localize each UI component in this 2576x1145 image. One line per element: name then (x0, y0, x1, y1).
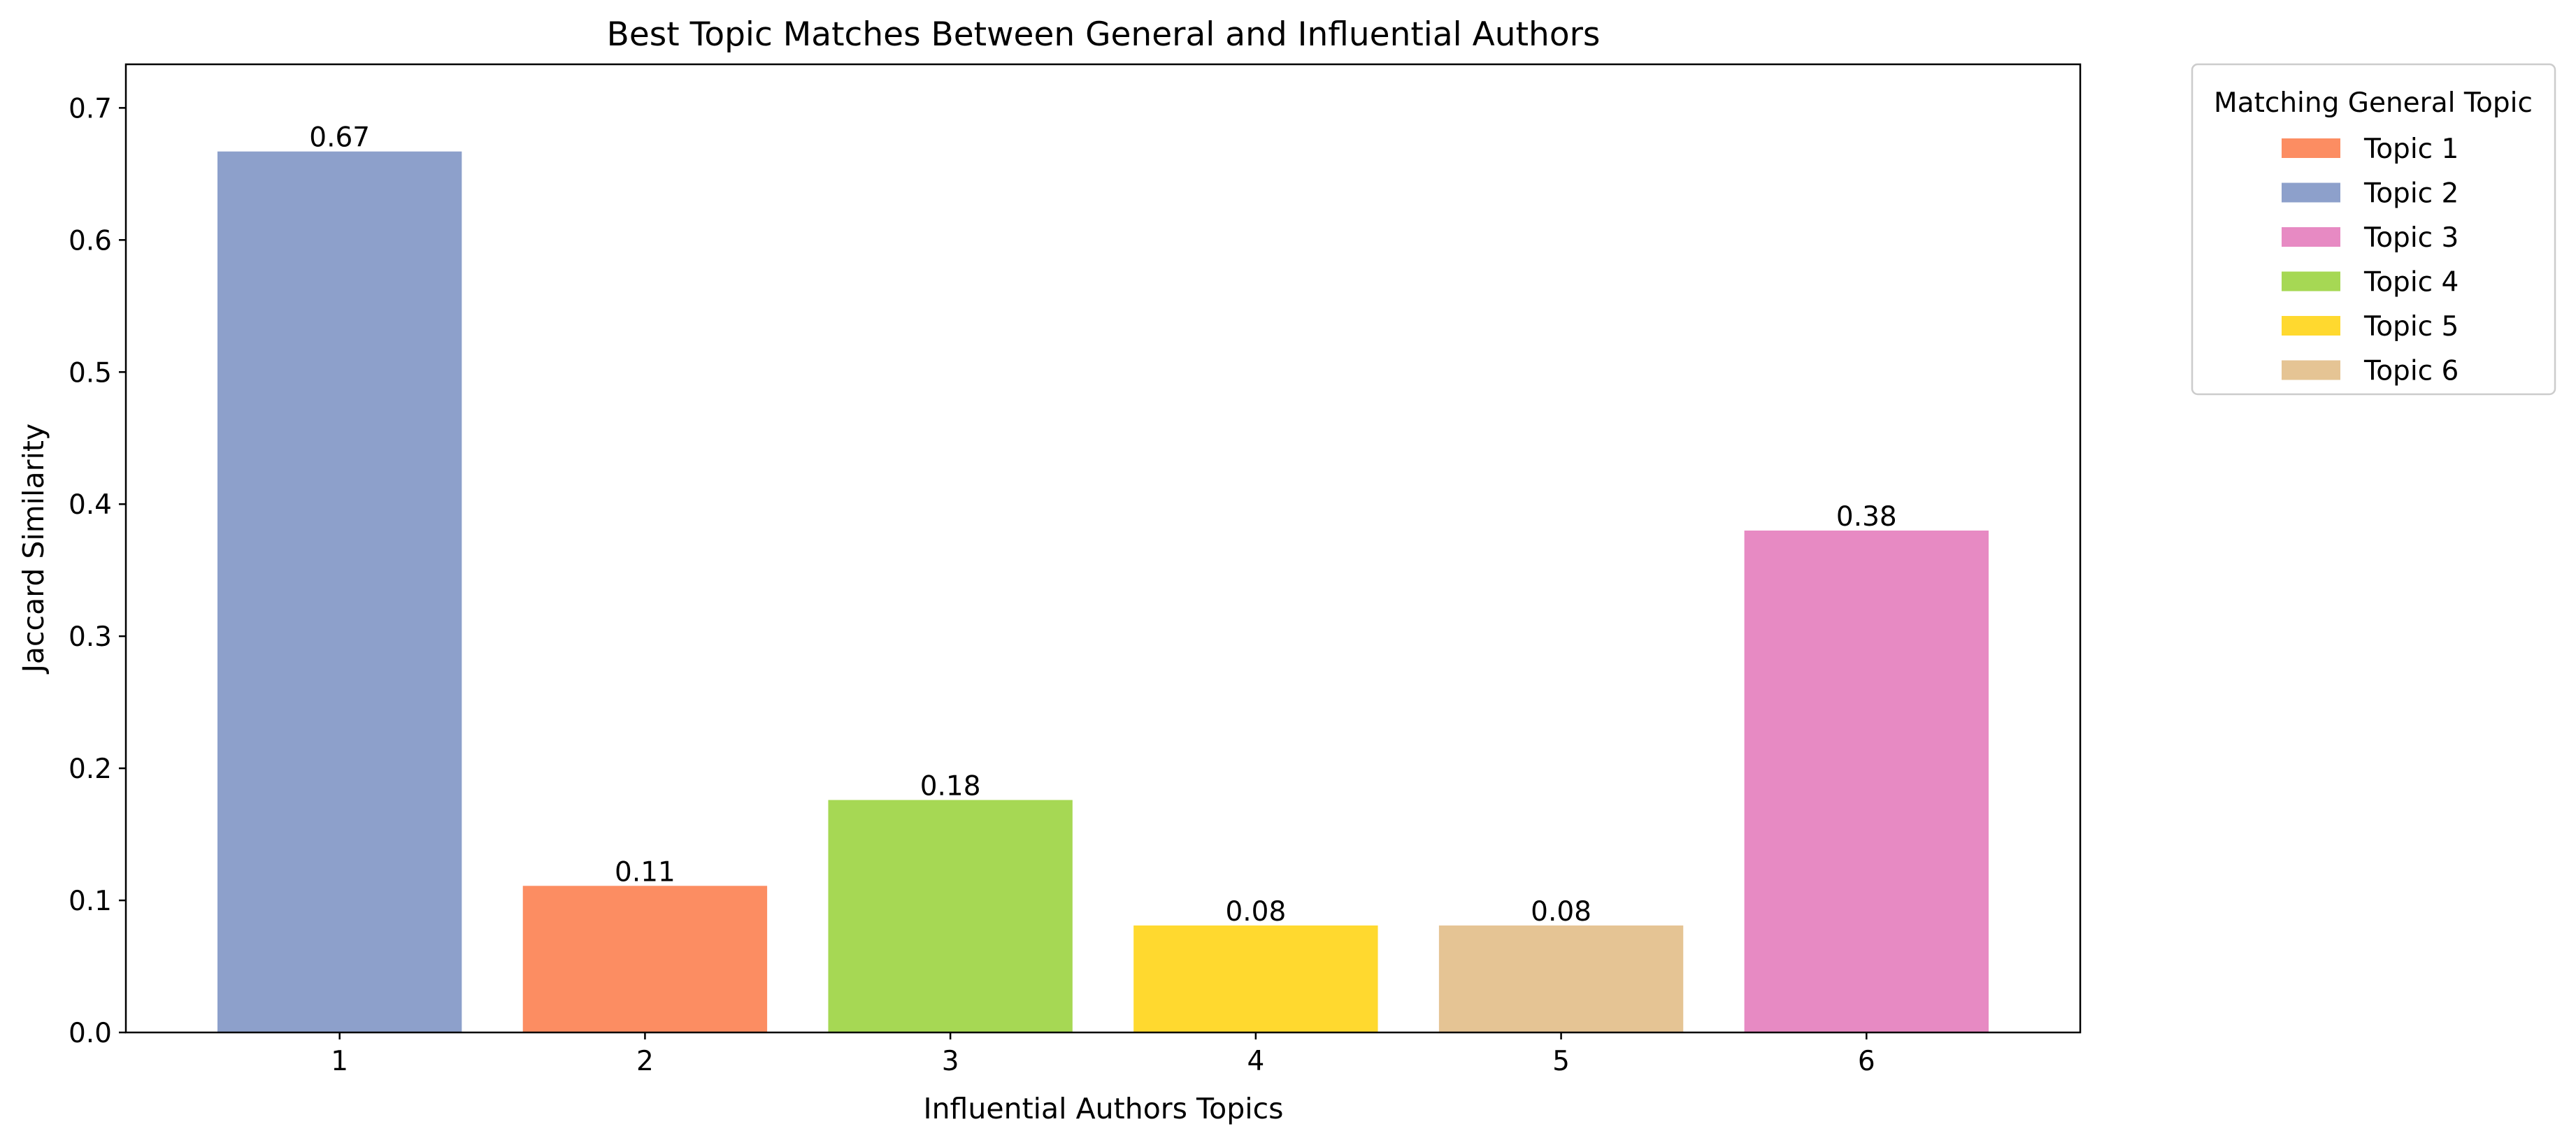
y-tick-label: 0.3 (69, 621, 112, 653)
y-tick-label: 0.7 (69, 93, 112, 124)
legend-swatch (2282, 182, 2340, 203)
x-tick-label: 5 (1552, 1046, 1570, 1077)
bars-layer (217, 151, 1989, 1033)
legend-label: Topic 5 (2363, 311, 2459, 343)
bar-2 (522, 886, 768, 1032)
y-tick-label: 0.1 (69, 886, 112, 917)
x-axis-label: Influential Authors Topics (923, 1092, 1283, 1125)
x-tick-label: 3 (942, 1046, 959, 1077)
y-tick-label: 0.5 (69, 357, 112, 389)
legend-swatch (2282, 227, 2340, 247)
legend-label: Topic 3 (2363, 222, 2459, 254)
bar-3 (828, 800, 1073, 1032)
plot-frame (124, 63, 2082, 1034)
y-tick-label: 0.0 (69, 1018, 112, 1049)
data-label-6: 0.38 (1836, 501, 1897, 533)
x-tick-label: 4 (1247, 1046, 1264, 1077)
x-tick-label: 1 (331, 1046, 348, 1077)
y-tick-label: 0.6 (69, 225, 112, 257)
data-label-5: 0.08 (1531, 896, 1591, 928)
data-labels-layer: 0.67 0.11 0.18 0.08 0.08 0.38 (309, 122, 1896, 928)
data-label-3: 0.18 (920, 770, 981, 802)
legend-label: Topic 1 (2363, 134, 2459, 165)
legend-title: Matching General Topic (2214, 87, 2533, 119)
x-tick-label: 6 (1858, 1046, 1875, 1077)
legend-label: Topic 4 (2363, 267, 2459, 298)
x-tick-label: 2 (636, 1046, 654, 1077)
y-axis-label: Jaccard Similarity (17, 424, 50, 675)
data-label-4: 0.08 (1225, 896, 1286, 928)
legend-swatch (2282, 138, 2340, 158)
data-label-2: 0.11 (615, 856, 675, 888)
legend-entries: Topic 1 Topic 2 Topic 3 Topic 4 Topic 5 Topic… (2282, 134, 2459, 387)
data-label-1: 0.67 (309, 122, 370, 154)
y-tick-label: 0.4 (69, 489, 112, 521)
y-tick-label: 0.2 (69, 754, 112, 785)
bar-6 (1744, 530, 1989, 1032)
legend-label: Topic 2 (2363, 178, 2459, 210)
legend-label: Topic 6 (2363, 356, 2459, 387)
legend-swatch (2282, 360, 2340, 380)
bar-4 (1133, 925, 1378, 1032)
bar-1 (217, 151, 462, 1033)
legend-swatch (2282, 316, 2340, 336)
chart-title: Best Topic Matches Between General and I… (607, 15, 1601, 54)
bar-5 (1438, 925, 1684, 1032)
y-axis: 0.0 0.1 0.2 0.3 0.4 0.5 0.6 0.7 (69, 93, 126, 1049)
legend-swatch (2282, 271, 2340, 291)
x-axis: 1 2 3 4 5 6 (331, 1032, 1875, 1077)
